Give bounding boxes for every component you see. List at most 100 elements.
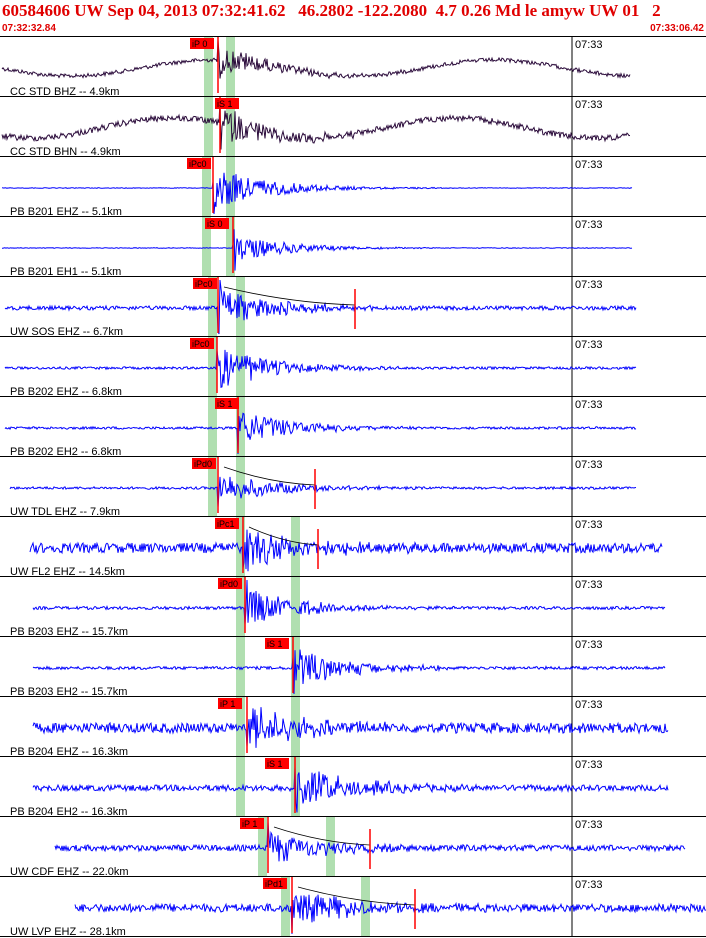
start-time: 07:32:32.84 <box>2 23 56 34</box>
pick-flag[interactable] <box>190 338 214 349</box>
channel-row: 07:33 iPd0 UW TDL EHZ -- 7.9km <box>0 457 706 518</box>
pick-flag[interactable] <box>190 38 214 49</box>
time-mark-label: 07:33 <box>575 819 603 831</box>
pick-window <box>236 757 245 817</box>
pick-window <box>202 157 211 217</box>
pick-window <box>236 637 245 697</box>
waveform-trace <box>1 39 631 80</box>
pick-label: iPd1 <box>265 879 283 889</box>
channel-row: 07:33 iP 0 CC STD BHZ -- 4.9km <box>0 37 706 98</box>
coda-curve <box>248 526 319 546</box>
pick-window <box>236 277 245 337</box>
waveform-trace <box>32 766 669 813</box>
pick-label: iPd0 <box>194 459 212 469</box>
coda-curve <box>297 886 416 906</box>
pick-flag[interactable] <box>215 98 239 109</box>
station-label: PB B203 EH2 -- 15.7km <box>10 686 127 698</box>
station-label: UW LVP EHZ -- 28.1km <box>10 926 126 938</box>
end-time: 07:33:06.42 <box>650 23 704 34</box>
pick-window <box>226 97 235 157</box>
waveform-trace <box>1 172 633 215</box>
pick-flag[interactable] <box>192 458 216 469</box>
pick-flag[interactable] <box>218 578 242 589</box>
waveform-trace <box>32 707 669 748</box>
pick-label: iPd0 <box>220 579 238 589</box>
pick-label: iP 1 <box>220 699 235 709</box>
station-label: UW TDL EHZ -- 7.9km <box>10 506 120 518</box>
time-mark-label: 07:33 <box>575 759 603 771</box>
waveform-trace <box>29 529 663 572</box>
pick-window <box>291 577 300 637</box>
pick-label: iS 1 <box>267 759 283 769</box>
coda-curve <box>223 286 356 306</box>
pick-flag[interactable] <box>263 878 287 889</box>
channel-row: 07:33 iS 1 PB B204 EH2 -- 16.3km <box>0 757 706 818</box>
pick-window <box>208 277 217 337</box>
pick-flag[interactable] <box>218 698 242 709</box>
channel-row: 07:33 iPc1 UW FL2 EHZ -- 14.5km <box>0 517 706 578</box>
time-mark-label: 07:33 <box>575 219 603 231</box>
coda-curve <box>223 466 316 486</box>
station-label: PB B204 EHZ -- 16.3km <box>10 746 128 758</box>
pick-window <box>326 817 335 877</box>
time-mark-label: 07:33 <box>575 339 603 351</box>
pick-flag[interactable] <box>240 818 264 829</box>
pick-window <box>208 457 217 517</box>
channel-row: 07:33 iP 1 PB B204 EHZ -- 16.3km <box>0 697 706 758</box>
pick-label: iPc0 <box>189 159 207 169</box>
channel-row: 07:33 iPc0 PB B201 EHZ -- 5.1km <box>0 157 706 218</box>
station-label: CC STD BHZ -- 4.9km <box>10 86 119 98</box>
pick-window <box>226 217 235 277</box>
header: 60584606 UW Sep 04, 2013 07:32:41.62 46.… <box>0 0 706 37</box>
pick-flag[interactable] <box>205 218 229 229</box>
channel-row: 07:33 iPc0 UW SOS EHZ -- 6.7km <box>0 277 706 338</box>
channel-row: 07:33 iS 1 PB B202 EH2 -- 6.8km <box>0 397 706 458</box>
channel-row: 07:33 iS 0 PB B201 EH1 -- 5.1km <box>0 217 706 278</box>
station-label: PB B203 EHZ -- 15.7km <box>10 626 128 638</box>
header-divider <box>0 36 706 37</box>
pick-flag[interactable] <box>265 758 289 769</box>
station-label: PB B202 EHZ -- 6.8km <box>10 386 122 398</box>
pick-flag[interactable] <box>187 158 211 169</box>
pick-window <box>208 337 217 397</box>
pick-label: iS 1 <box>217 99 233 109</box>
time-mark-label: 07:33 <box>575 519 603 531</box>
pick-label: iS 1 <box>267 639 283 649</box>
time-mark-label: 07:33 <box>575 99 603 111</box>
station-label: PB B201 EHZ -- 5.1km <box>10 206 122 218</box>
station-label: PB B202 EH2 -- 6.8km <box>10 446 121 458</box>
pick-label: iS 1 <box>217 399 233 409</box>
pick-window <box>208 397 217 457</box>
time-mark-label: 07:33 <box>575 459 603 471</box>
station-label: CC STD BHN -- 4.9km <box>10 146 121 158</box>
event-title: 60584606 UW Sep 04, 2013 07:32:41.62 46.… <box>2 1 661 20</box>
pick-flag[interactable] <box>215 398 239 409</box>
pick-flag[interactable] <box>215 518 239 529</box>
channel-row: 07:33 iS 1 PB B203 EH2 -- 15.7km <box>0 637 706 698</box>
pick-flag[interactable] <box>193 278 217 289</box>
time-mark-label: 07:33 <box>575 399 603 411</box>
time-mark-label: 07:33 <box>575 579 603 591</box>
time-mark-label: 07:33 <box>575 39 603 51</box>
waveform-trace <box>9 476 637 508</box>
time-mark-label: 07:33 <box>575 279 603 291</box>
channel-row: 07:33 iPd0 PB B203 EHZ -- 15.7km <box>0 577 706 638</box>
pick-label: iPc0 <box>195 279 213 289</box>
waveform-trace <box>4 412 637 455</box>
time-mark-label: 07:33 <box>575 639 603 651</box>
waveform-trace <box>4 279 637 335</box>
pick-label: iP 0 <box>192 39 207 49</box>
pick-window <box>258 817 267 877</box>
pick-window <box>236 457 245 517</box>
waveform-trace <box>32 579 666 625</box>
time-mark-label: 07:33 <box>575 699 603 711</box>
pick-label: iPc0 <box>192 339 210 349</box>
pick-label: iPc1 <box>217 519 235 529</box>
station-label: UW SOS EHZ -- 6.7km <box>10 326 123 338</box>
pick-flag[interactable] <box>265 638 289 649</box>
station-label: UW CDF EHZ -- 22.0km <box>10 866 129 878</box>
pick-window <box>361 877 370 937</box>
pick-window <box>236 517 245 577</box>
pick-window <box>204 97 213 157</box>
pick-window <box>202 217 211 277</box>
